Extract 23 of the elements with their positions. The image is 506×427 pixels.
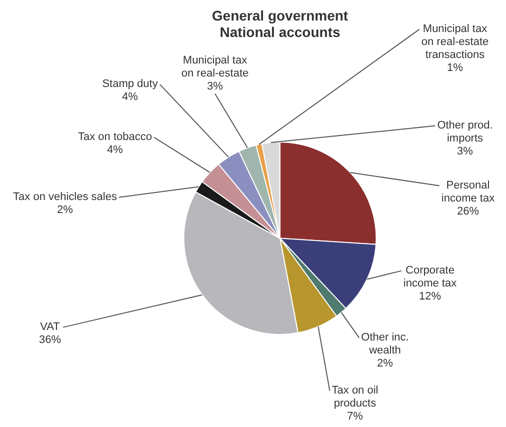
slice-label: Other inc. wealth (361, 331, 409, 356)
data-label: 4% (122, 90, 138, 103)
slice-label: Corporate income tax (403, 264, 458, 290)
data-label: 4% (107, 144, 124, 156)
data-label: 2% (377, 357, 394, 370)
slice-label: Tax on oil products (332, 384, 378, 410)
data-label: 12% (418, 290, 442, 302)
data-label: 3% (457, 145, 474, 158)
data-label: 7% (347, 410, 364, 422)
slice-label: Municipal tax on real-estate transactions (421, 22, 489, 61)
data-label: 2% (57, 204, 74, 216)
data-label: 36% (38, 334, 62, 346)
chart-title: General government National accounts (212, 7, 348, 40)
slice-label: Municipal tax on real-estate (181, 54, 249, 80)
slice-label: Personal income tax (441, 179, 496, 204)
slice-label: Stamp duty (102, 78, 158, 90)
slice-label: Tax on vehicles sales (13, 190, 118, 203)
data-label: 3% (207, 80, 224, 92)
data-label: 1% (447, 62, 464, 74)
data-label: 26% (456, 205, 480, 218)
slice-label: Tax on tobacco (78, 130, 152, 143)
slice-label: Other prod. imports (437, 119, 493, 144)
slice-label: VAT (40, 320, 60, 333)
